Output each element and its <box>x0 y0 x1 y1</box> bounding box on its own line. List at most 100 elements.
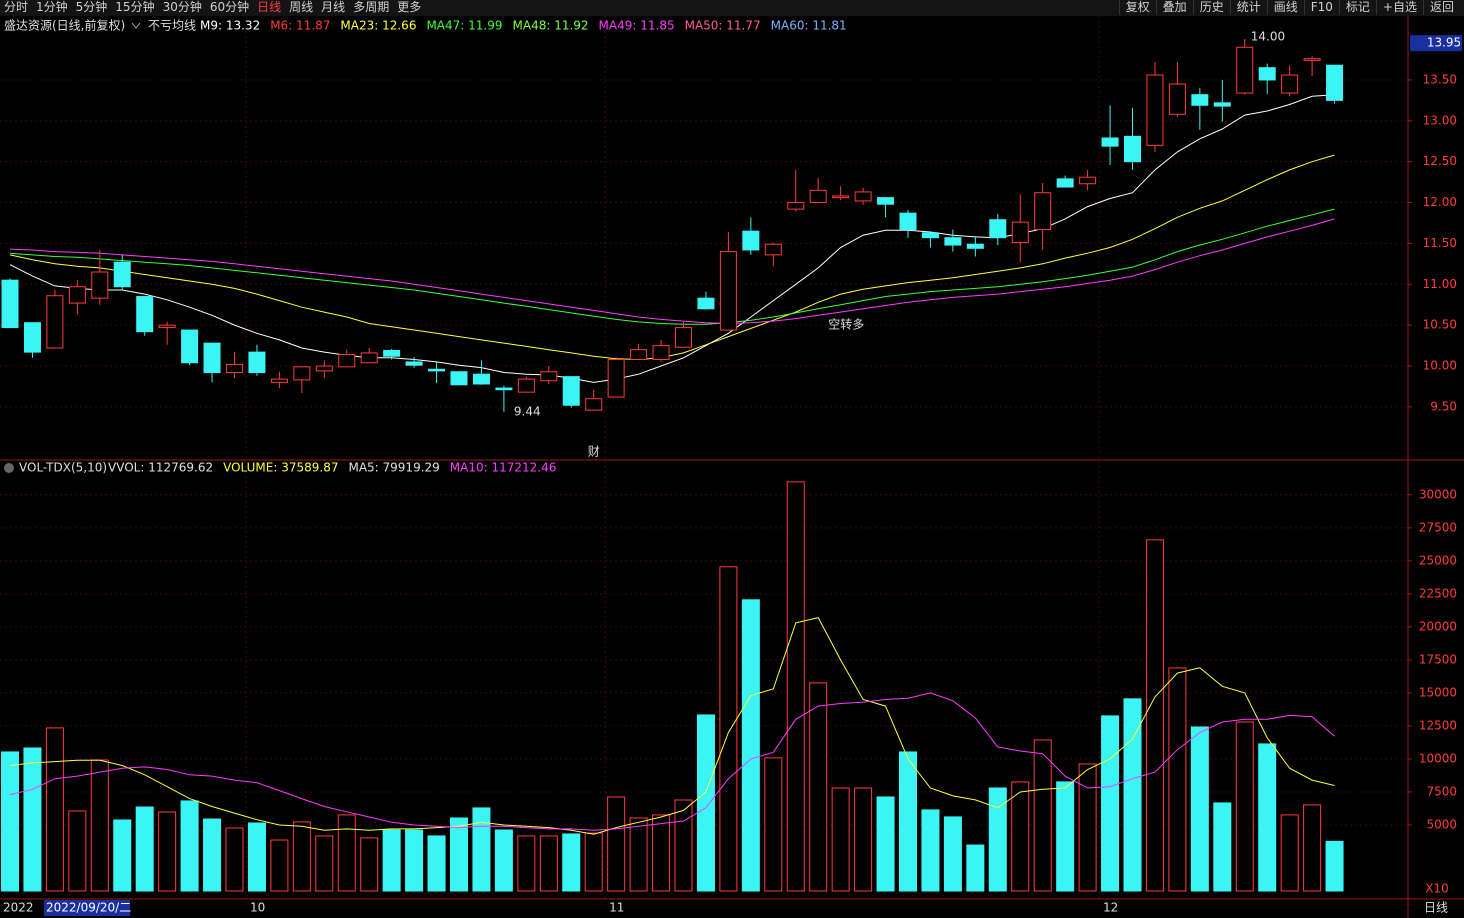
volume-bar <box>270 839 289 892</box>
y-tick-label: 11.50 <box>1423 236 1457 250</box>
dropdown-icon <box>131 22 141 29</box>
period-tab[interactable]: 更多 <box>397 0 422 14</box>
period-tab[interactable]: 周线 <box>289 0 314 14</box>
period-tab[interactable]: 5分钟 <box>75 0 108 14</box>
volume-bar <box>719 566 738 892</box>
volume-bar <box>494 829 513 892</box>
volume-bar <box>786 481 805 892</box>
volume-bar <box>539 835 558 892</box>
candle-body <box>832 195 850 199</box>
tool-button[interactable]: 叠加 <box>1155 0 1193 15</box>
volume-bar <box>831 787 850 892</box>
volume-bar <box>45 727 64 892</box>
volume-bar <box>427 835 446 892</box>
candle-body <box>787 202 805 210</box>
x-tick-label: 2022 <box>3 901 34 915</box>
volume-bar <box>1190 726 1209 892</box>
y-tick-label: 17500 <box>1419 652 1457 666</box>
candle-body <box>226 363 243 374</box>
tool-button[interactable]: 复权 <box>1118 0 1156 15</box>
volume-bar <box>1303 804 1322 892</box>
period-tab[interactable]: 1分钟 <box>36 0 68 14</box>
legend-entry: MA48: 11.92 <box>513 19 589 33</box>
volume-bar <box>135 806 154 892</box>
tool-button[interactable]: F10 <box>1303 0 1339 15</box>
volume-bar <box>180 800 199 892</box>
tool-button[interactable]: 画线 <box>1266 0 1304 15</box>
candle-body <box>23 322 41 353</box>
y-tick-label: 7500 <box>1426 784 1457 798</box>
volume-bar <box>943 816 962 892</box>
legend-entry: M6: 11.87 <box>270 19 330 33</box>
volume-ma-line <box>9 617 1335 835</box>
y-tick-label: 12500 <box>1419 718 1457 732</box>
period-tab[interactable]: 60分钟 <box>209 0 250 14</box>
period-tab[interactable]: 多周期 <box>353 0 390 14</box>
y-tick-label: 13.00 <box>1423 113 1457 127</box>
ma-line <box>9 94 1335 383</box>
tool-button[interactable]: 历史 <box>1192 0 1230 15</box>
tool-button[interactable]: 标记 <box>1338 0 1376 15</box>
y-tick-label: 10.00 <box>1423 359 1457 373</box>
volume-bar <box>382 829 401 892</box>
indicator-name: 不亏均线 <box>148 19 196 33</box>
period-tab[interactable]: 15分钟 <box>115 0 155 14</box>
volume-bar <box>292 821 311 892</box>
y-tick-label: 15000 <box>1419 685 1457 699</box>
x-tick-label: 11 <box>609 901 624 915</box>
candle-body <box>517 378 535 393</box>
y-tick-label: 12.50 <box>1423 154 1457 168</box>
scale-label: X10 <box>1425 882 1449 896</box>
volume-bar <box>741 599 760 892</box>
tool-button[interactable]: 统计 <box>1229 0 1267 15</box>
volume-bar <box>1033 739 1052 892</box>
volume-bar <box>562 833 581 892</box>
candle-body <box>158 324 176 329</box>
volume-bar <box>921 809 940 892</box>
candle-body <box>921 232 939 239</box>
volume-bar <box>472 807 491 892</box>
candle-body <box>1124 135 1141 163</box>
period-tabs: 分时 1分钟 5分钟 15分钟 30分钟 60分钟 日线 周线 月线 多周期 更多 <box>4 0 421 15</box>
volume-bar <box>315 835 334 892</box>
low-marker: 9.44 <box>514 404 541 418</box>
legend-entry: MA10: 117212.46 <box>450 461 557 475</box>
candle-body <box>68 286 86 304</box>
volume-bar <box>1056 781 1075 892</box>
last-price-bg <box>1410 35 1462 52</box>
y-tick-label: 13.50 <box>1423 72 1457 86</box>
candle-body <box>360 352 378 364</box>
volume-bar <box>696 714 715 892</box>
legend-entry: MA5: 79919.29 <box>348 461 439 475</box>
candle-body <box>1281 74 1299 94</box>
volume-bar <box>1123 698 1142 892</box>
candle-body <box>742 230 760 251</box>
volume-bar <box>1011 781 1030 892</box>
volume-bar <box>629 817 648 892</box>
toolbar: 分时 1分钟 5分钟 15分钟 30分钟 60分钟 日线 周线 月线 多周期 更多 复权 叠加 历史 统计… <box>0 0 1464 16</box>
period-tab[interactable]: 日线 <box>257 0 282 14</box>
period-tab[interactable]: 月线 <box>321 0 346 14</box>
candle-body <box>46 295 64 349</box>
tool-buttons: 复权 叠加 历史 统计 画线 F10 标记 +自选 返回 <box>1118 0 1460 15</box>
tool-button[interactable]: 返回 <box>1422 0 1460 15</box>
volume-bar <box>23 747 42 892</box>
candle-body <box>91 271 109 299</box>
candle-body <box>697 297 715 310</box>
volume-bar <box>405 829 424 892</box>
collapse-icon <box>4 463 14 473</box>
period-tab[interactable]: 分时 <box>4 0 29 14</box>
legend-entry: VVOL: 112769.62 <box>108 461 213 475</box>
candle-body <box>562 376 580 406</box>
candle-body <box>383 349 401 357</box>
candle-body <box>899 212 917 231</box>
ma-line <box>9 208 1335 325</box>
y-tick-label: 10.50 <box>1423 318 1457 332</box>
period-tab[interactable]: 30分钟 <box>162 0 202 14</box>
volume-bar <box>450 817 468 892</box>
candle-body <box>764 243 782 256</box>
tool-button[interactable]: +自选 <box>1375 0 1423 15</box>
volume-bar <box>337 814 356 892</box>
candle-body <box>270 378 288 383</box>
volume-bar <box>584 832 603 892</box>
